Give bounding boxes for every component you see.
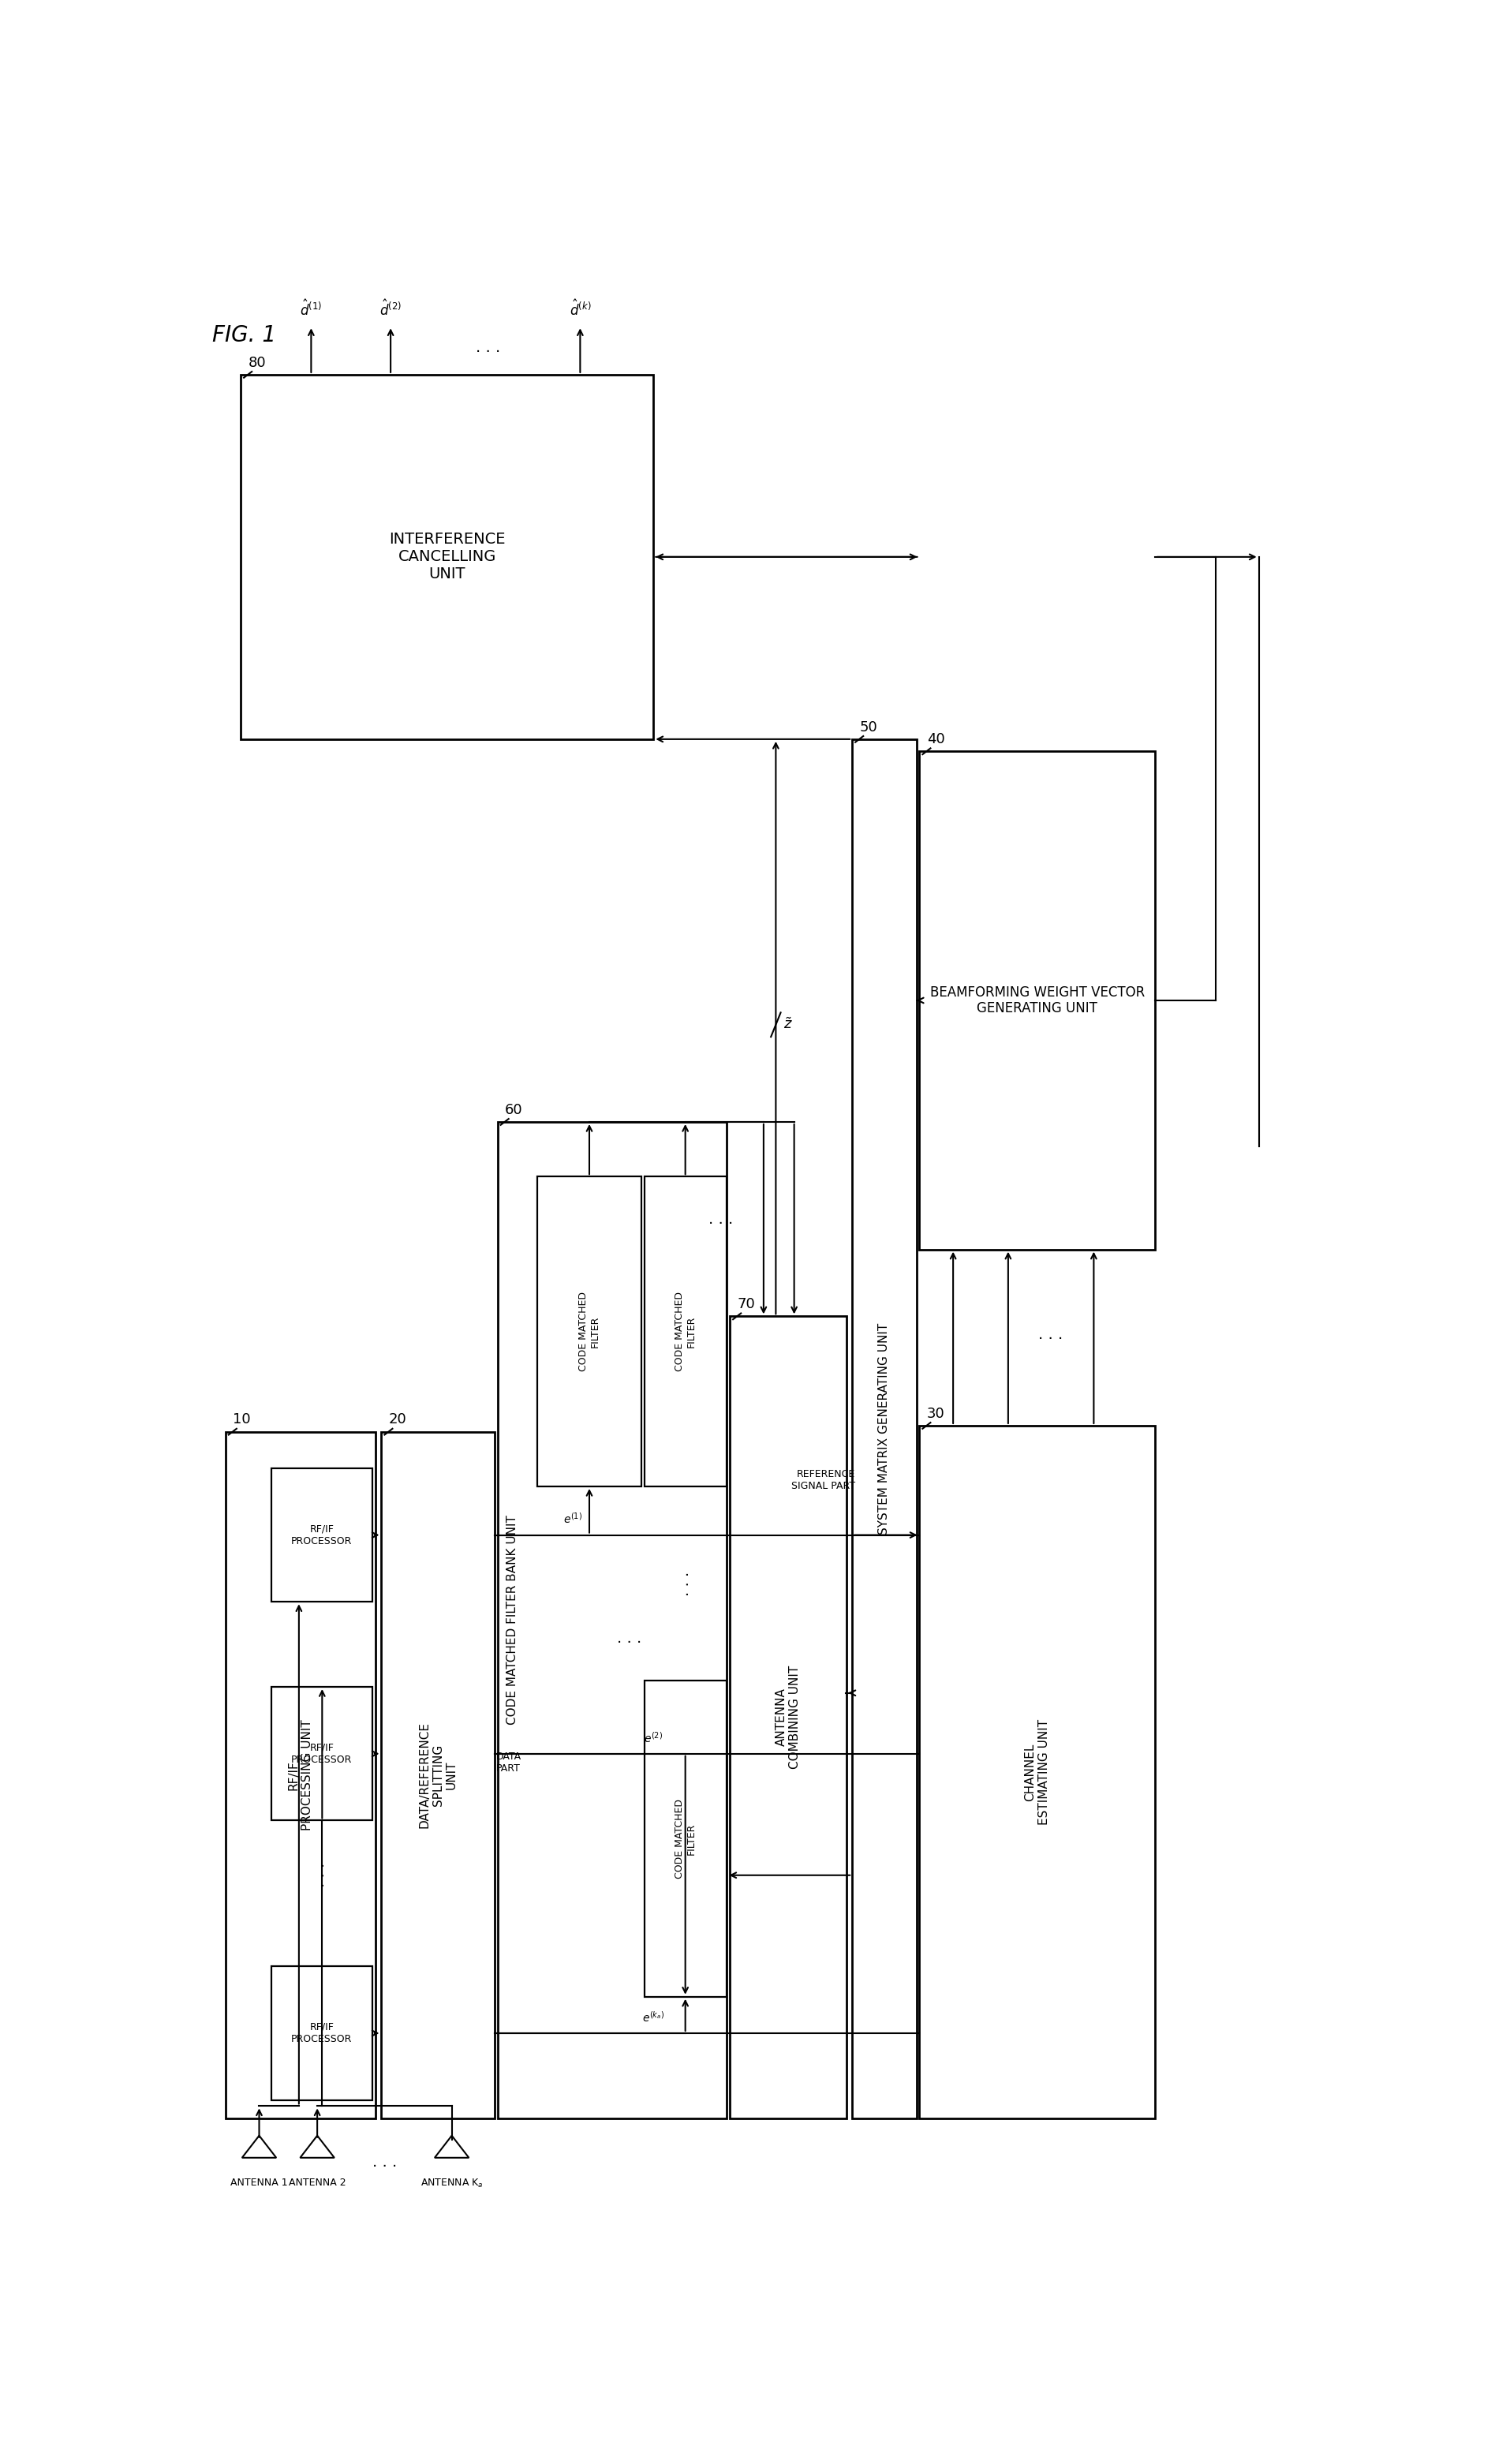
Text: FIG. 1: FIG. 1 <box>211 325 276 347</box>
Bar <box>852 739 917 2119</box>
Text: REFERENCE
SIGNAL PART: REFERENCE SIGNAL PART <box>791 1469 855 1491</box>
Text: $\hat{d}^{(k)}$: $\hat{d}^{(k)}$ <box>569 298 590 318</box>
Bar <box>729 1316 846 2119</box>
Text: 80: 80 <box>248 355 266 370</box>
Text: . . .: . . . <box>1037 1328 1063 1343</box>
Bar <box>272 1469 371 1602</box>
Bar <box>538 1178 640 1486</box>
Text: ANTENNA 2: ANTENNA 2 <box>288 2178 346 2188</box>
Text: CHANNEL
ESTIMATING UNIT: CHANNEL ESTIMATING UNIT <box>1024 1720 1049 1826</box>
Text: RF/IF
PROCESSING UNIT: RF/IF PROCESSING UNIT <box>287 1720 313 1831</box>
Text: $\hat{d}^{(1)}$: $\hat{d}^{(1)}$ <box>300 298 322 318</box>
Bar <box>272 1688 371 1821</box>
Text: DATA/REFERENCE
SPLITTING
UNIT: DATA/REFERENCE SPLITTING UNIT <box>418 1722 458 1828</box>
Text: 50: 50 <box>859 719 877 734</box>
Text: CODE MATCHED
FILTER: CODE MATCHED FILTER <box>675 1799 696 1878</box>
Text: 20: 20 <box>388 1412 406 1427</box>
Bar <box>272 1966 371 2099</box>
Bar <box>225 1432 374 2119</box>
Text: CODE MATCHED FILTER BANK UNIT: CODE MATCHED FILTER BANK UNIT <box>506 1515 518 1725</box>
Text: 30: 30 <box>926 1407 944 1422</box>
Text: RF/IF
PROCESSOR: RF/IF PROCESSOR <box>291 1523 352 1545</box>
Text: 60: 60 <box>504 1104 522 1116</box>
Text: SYSTEM MATRIX GENERATING UNIT: SYSTEM MATRIX GENERATING UNIT <box>877 1323 889 1535</box>
Text: RF/IF
PROCESSOR: RF/IF PROCESSOR <box>291 2023 352 2045</box>
Text: ANTENNA
COMBINING UNIT: ANTENNA COMBINING UNIT <box>775 1666 800 1769</box>
Text: BEAMFORMING WEIGHT VECTOR
GENERATING UNIT: BEAMFORMING WEIGHT VECTOR GENERATING UNI… <box>929 986 1145 1015</box>
Text: 70: 70 <box>737 1296 755 1311</box>
Text: INTERFERENCE
CANCELLING
UNIT: INTERFERENCE CANCELLING UNIT <box>388 532 504 582</box>
Bar <box>920 1427 1154 2119</box>
Text: . . .: . . . <box>313 1863 328 1887</box>
Text: $e^{(2)}$: $e^{(2)}$ <box>643 1730 663 1745</box>
Text: . . .: . . . <box>616 1631 642 1646</box>
Text: CODE MATCHED
FILTER: CODE MATCHED FILTER <box>675 1291 696 1372</box>
Text: $e^{(k_a)}$: $e^{(k_a)}$ <box>642 2011 664 2023</box>
Text: . . .: . . . <box>476 340 500 355</box>
Bar <box>645 1680 726 1996</box>
Text: RF/IF
PROCESSOR: RF/IF PROCESSOR <box>291 1742 352 1764</box>
Text: ANTENNA K$_a$: ANTENNA K$_a$ <box>420 2178 483 2190</box>
Bar <box>497 1121 726 2119</box>
Text: 10: 10 <box>233 1412 251 1427</box>
Bar <box>920 752 1154 1249</box>
Bar <box>240 375 654 739</box>
Text: . . .: . . . <box>676 1572 692 1597</box>
Text: $e^{(1)}$: $e^{(1)}$ <box>563 1513 581 1525</box>
Text: . . .: . . . <box>371 2156 397 2171</box>
Text: CODE MATCHED
FILTER: CODE MATCHED FILTER <box>578 1291 599 1372</box>
Text: DATA
PART: DATA PART <box>497 1752 521 1774</box>
Text: $\tilde{z}$: $\tilde{z}$ <box>782 1018 793 1032</box>
Text: . . .: . . . <box>708 1212 732 1227</box>
Text: ANTENNA 1: ANTENNA 1 <box>231 2178 288 2188</box>
Bar <box>645 1178 726 1486</box>
Bar <box>381 1432 494 2119</box>
Text: $\hat{d}^{(2)}$: $\hat{d}^{(2)}$ <box>379 298 402 318</box>
Text: 40: 40 <box>926 732 944 747</box>
